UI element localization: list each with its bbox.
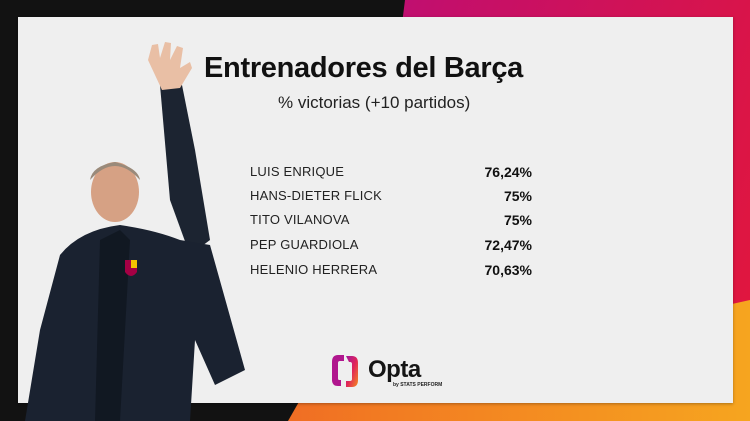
coach-name: PEP GUARDIOLA: [250, 237, 359, 252]
win-percentage: 75%: [503, 188, 532, 204]
table-row: HELENIO HERRERA 70,63%: [250, 262, 532, 282]
coach-name: HELENIO HERRERA: [250, 262, 378, 277]
page-title: Entrenadores del Barça: [204, 52, 523, 84]
coach-name: TITO VILANOVA: [250, 212, 350, 227]
win-percentage: 70,63%: [484, 262, 532, 278]
table-row: HANS-DIETER FLICK 75%: [250, 188, 532, 208]
table-row: PEP GUARDIOLA 72,47%: [250, 237, 532, 257]
coach-name: HANS-DIETER FLICK: [250, 188, 382, 203]
opta-logo-icon: [332, 355, 358, 387]
table-row: LUIS ENRIQUE 76,24%: [250, 164, 532, 184]
opta-logo-subtext: by STATS PERFORM: [393, 382, 443, 388]
win-percentage: 75%: [503, 212, 532, 228]
coach-name: LUIS ENRIQUE: [250, 164, 345, 179]
page-subtitle: % victorias (+10 partidos): [278, 93, 471, 112]
win-percentage: 76,24%: [484, 164, 532, 180]
opta-logo-text: Opta: [368, 356, 421, 383]
win-percentage: 72,47%: [484, 237, 532, 253]
coach-photo: [25, 42, 245, 421]
table-row: TITO VILANOVA 75%: [250, 212, 532, 232]
